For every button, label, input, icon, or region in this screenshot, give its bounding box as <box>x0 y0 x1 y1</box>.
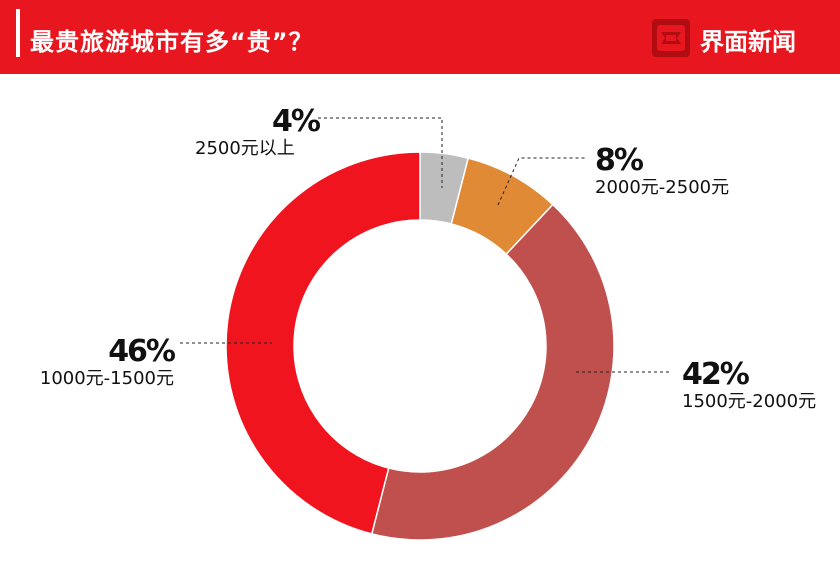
brand-name: 界面新闻 <box>700 28 796 56</box>
slice-category-label: 2000元-2500元 <box>595 177 729 198</box>
slice-percent-label: 8% <box>595 143 644 178</box>
slice-category-label: 1500元-2000元 <box>682 391 816 412</box>
leader-line <box>318 117 443 188</box>
leader-line <box>497 157 587 206</box>
slice-percent-label: 46% <box>108 334 176 369</box>
slice-percent-label: 42% <box>682 357 750 392</box>
slice-labels: 4%2500元以上 8%2000元-2500元 42%1500元-2000元 46%1… <box>40 104 816 412</box>
donut-slice <box>225 151 421 535</box>
leader-lines <box>180 117 672 373</box>
donut-slices <box>225 151 615 541</box>
header-banner: 最贵旅游城市有多“贵”？ 界面新闻 <box>0 0 840 74</box>
slice-category-label: 2500元以上 <box>195 138 295 159</box>
jiemian-logo-icon <box>652 19 690 57</box>
page-title: 最贵旅游城市有多“贵”？ <box>30 28 314 56</box>
title-accent-bar <box>16 9 20 57</box>
donut-slice <box>370 203 615 541</box>
slice-category-label: 1000元-1500元 <box>40 368 174 389</box>
slice-percent-label: 4% <box>272 104 321 139</box>
